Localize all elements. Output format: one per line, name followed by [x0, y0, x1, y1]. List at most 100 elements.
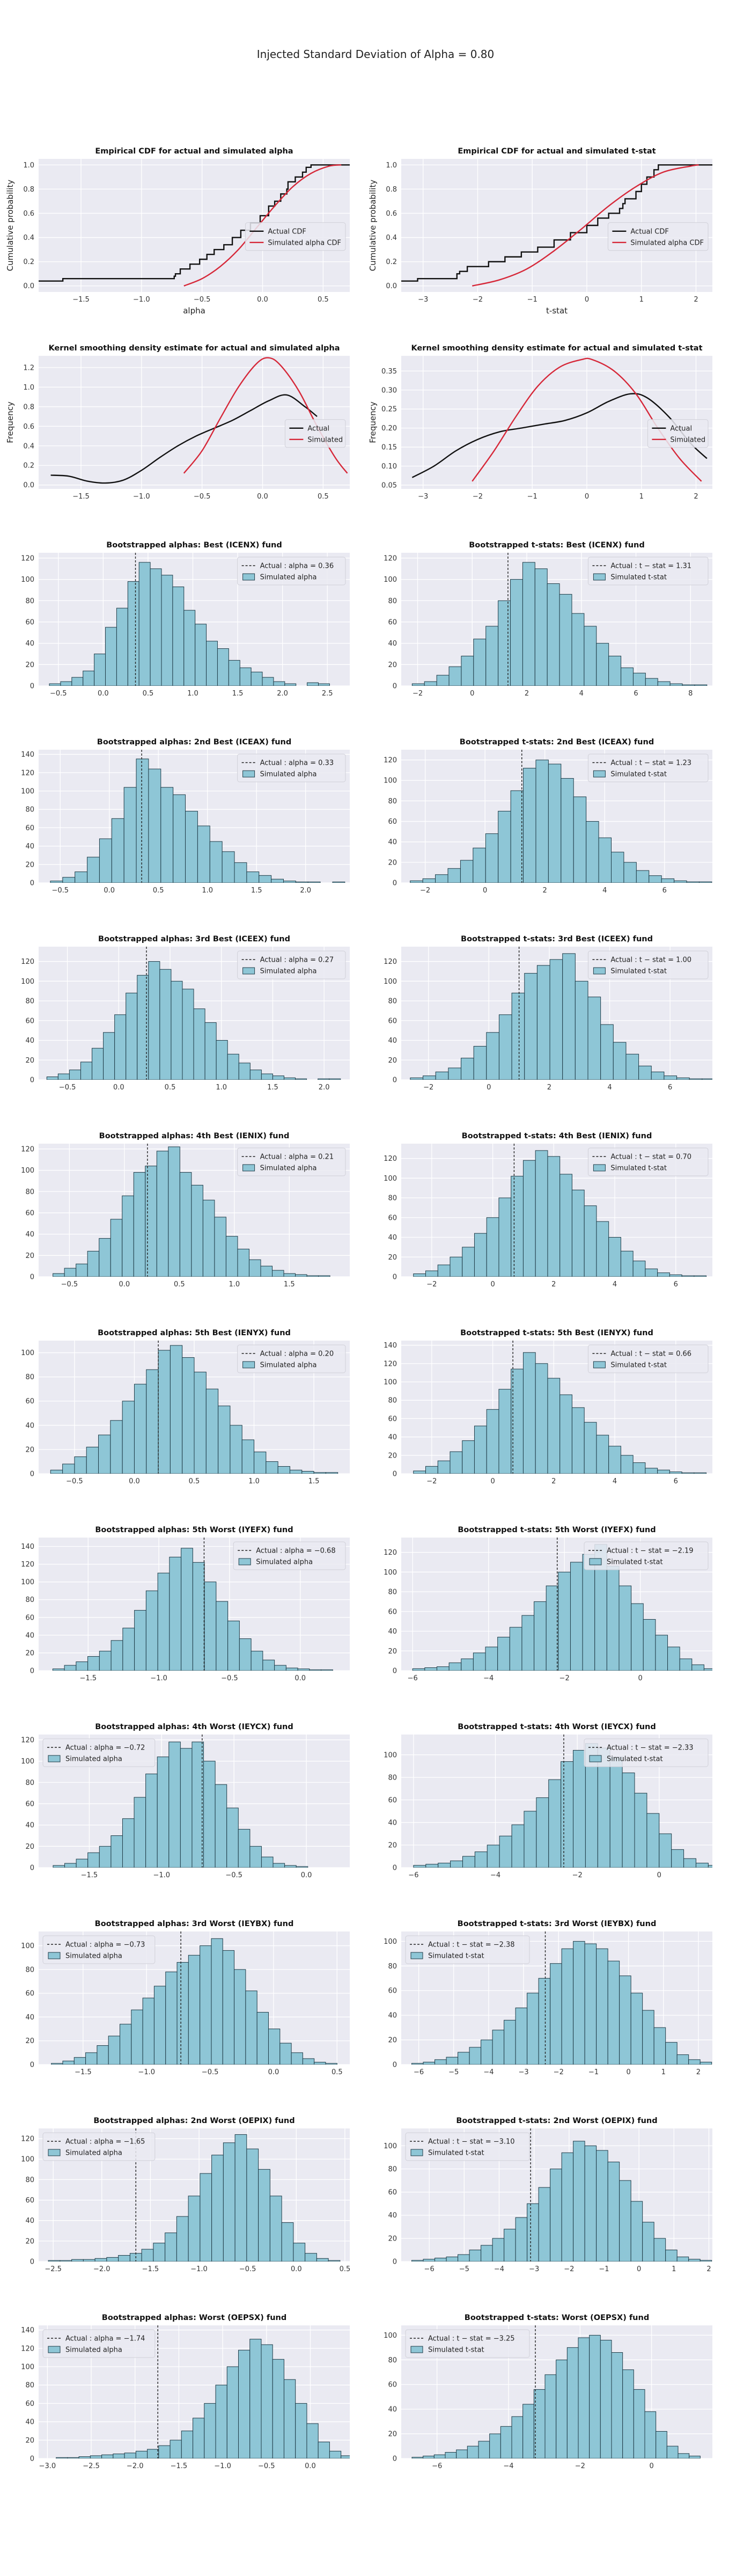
legend-simulated-label: Simulated: [307, 436, 343, 444]
histogram-bar: [623, 862, 637, 883]
histogram-bar: [450, 1256, 463, 1277]
histogram-bar: [608, 1446, 621, 1474]
x-tick-label: −3: [418, 296, 428, 304]
histogram-bar: [214, 1217, 226, 1277]
histogram-bar: [550, 2168, 562, 2262]
x-tick-label: −1.5: [142, 2265, 159, 2273]
x-tick-label: 6: [674, 1477, 678, 1485]
y-tick-label: 80: [388, 1397, 397, 1405]
histogram-bar: [211, 2155, 224, 2262]
x-tick-label: 6: [674, 1280, 678, 1289]
x-tick-label: −6: [432, 2462, 442, 2470]
histogram-bar: [611, 852, 624, 883]
histogram-bar: [487, 1845, 500, 1868]
histogram-bar: [183, 610, 196, 686]
histogram-bar: [179, 1172, 192, 1277]
histogram-bar: [582, 1554, 595, 1671]
subplot-title: Bootstrapped t-stats: 3rd Best (ICEEX) f…: [461, 935, 653, 943]
histogram-bar: [99, 1846, 112, 1868]
x-tick-label: 0.5: [332, 2068, 343, 2076]
histogram-bar: [50, 1469, 63, 1474]
x-tick-label: 0.5: [153, 887, 164, 895]
histogram-bar: [85, 2052, 98, 2065]
histogram-bar: [462, 1856, 475, 1868]
y-tick-label: 1.0: [386, 162, 397, 170]
histogram-bar: [76, 1263, 88, 1277]
histogram-bar: [571, 1189, 585, 1277]
histogram-bar: [682, 684, 695, 686]
histogram-bar: [411, 2260, 424, 2262]
series-lines: [401, 164, 712, 287]
y-tick-label: 60: [25, 2197, 34, 2205]
legend-actual-label: Actual : alpha = −0.73: [65, 1941, 145, 1949]
subplot-8: Bootstrapped t-stats: 2nd Best (ICEAX) f…: [384, 738, 712, 895]
histogram-bar: [83, 670, 95, 686]
y-tick-label: 1.0: [23, 162, 34, 170]
histogram-bar: [456, 2449, 468, 2458]
histogram-bar: [60, 2260, 72, 2262]
histogram-bars: [53, 1741, 308, 1868]
histogram-bar: [586, 821, 599, 883]
histogram-bar: [274, 1665, 286, 1671]
x-tick-label: −2: [473, 493, 483, 501]
histogram-bars: [56, 2339, 350, 2458]
histogram-bar: [120, 2024, 132, 2065]
subplot-4: Kernel smoothing density estimate for ac…: [368, 344, 712, 501]
x-tick-label: −2: [575, 2462, 585, 2470]
histogram-bar: [689, 2455, 701, 2458]
histogram-bar: [694, 1472, 707, 1474]
histogram-bar: [698, 881, 712, 883]
histogram-bar: [423, 1075, 436, 1080]
histogram-bar: [215, 1784, 227, 1868]
y-tick-label: 100: [384, 777, 397, 785]
legend: Actual Simulated: [647, 419, 709, 448]
histogram-bar: [181, 2431, 194, 2458]
legend: Actual : t − stat = 1.00 Simulated t-stat: [587, 950, 709, 979]
legend-actual-label: Actual : t − stat = 1.23: [610, 759, 691, 767]
y-tick-label: 80: [388, 2357, 397, 2365]
subplot-9: Bootstrapped alphas: 3rd Best (ICEEX) fu…: [21, 935, 350, 1092]
x-tick-label: −3.0: [39, 2462, 56, 2470]
x-tick-label: 6: [634, 690, 638, 698]
histogram-bar: [87, 857, 100, 883]
x-tick-label: −0.5: [194, 493, 211, 501]
subplot-title: Bootstrapped alphas: Best (ICENX) fund: [106, 541, 282, 550]
y-tick-label: 60: [25, 1614, 34, 1622]
histogram-bar: [203, 1761, 216, 1868]
y-tick-label: 0: [393, 1470, 397, 1479]
histogram-bar: [498, 810, 511, 883]
y-tick-label: 0.05: [381, 481, 397, 489]
histogram-bar: [200, 2173, 212, 2262]
subplot-10: Bootstrapped t-stats: 3rd Best (ICEEX) f…: [384, 935, 712, 1092]
histogram-bar: [153, 2243, 166, 2262]
histogram-bar: [123, 787, 137, 883]
histogram-bar: [669, 1472, 682, 1474]
histogram-bar: [448, 1067, 461, 1080]
x-tick-label: 0.5: [165, 1084, 176, 1092]
histogram-bar: [485, 1646, 498, 1671]
y-tick-label: 0.35: [381, 368, 397, 376]
histogram-bar: [217, 648, 229, 686]
histogram-bar: [99, 1238, 111, 1277]
x-tick-label: 2: [551, 1477, 556, 1485]
x-tick-label: −0.5: [221, 1674, 238, 1682]
y-tick-label: 0.0: [386, 282, 397, 290]
y-tick-label: 20: [388, 2235, 397, 2243]
histogram-bar: [691, 1664, 704, 1671]
histogram-bars: [50, 758, 345, 883]
legend: Actual CDF Simulated alpha CDF: [607, 222, 709, 251]
histogram-bar: [492, 2030, 505, 2065]
histogram-bar: [206, 641, 218, 686]
x-tick-label: 4: [613, 1477, 617, 1485]
legend-bar-swatch: [48, 2346, 61, 2353]
histogram-bars: [48, 2134, 341, 2262]
x-tick-label: 2: [694, 296, 698, 304]
subplot-7: Bootstrapped alphas: 2nd Best (ICEAX) fu…: [21, 738, 350, 895]
y-tick-label: 0: [30, 2061, 34, 2069]
histogram-bar: [234, 862, 247, 883]
y-tick-label: 0.6: [23, 210, 34, 218]
subplot-title: Bootstrapped t-stats: 3rd Worst (IEYBX) …: [458, 1920, 657, 1928]
histogram-bar: [279, 2043, 292, 2065]
y-tick-label: 80: [388, 597, 397, 605]
x-tick-label: −2: [423, 1084, 433, 1092]
